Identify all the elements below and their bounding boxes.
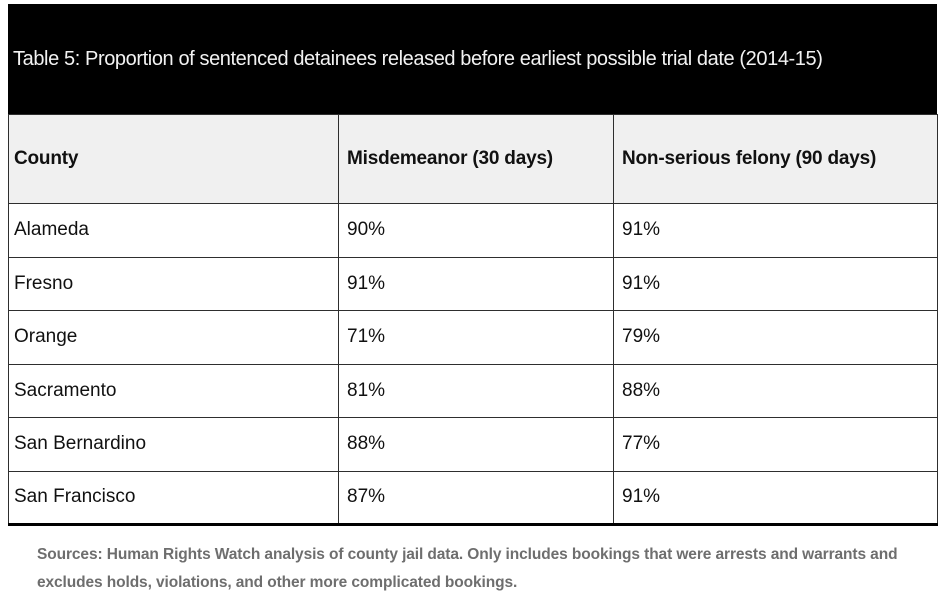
- felony-value: 77%: [613, 417, 938, 472]
- header-misdemeanor: Misdemeanor (30 days): [338, 114, 614, 204]
- felony-value: 88%: [613, 363, 938, 418]
- source-note: Sources: Human Rights Watch analysis of …: [37, 546, 898, 591]
- misdemeanor-value: 90%: [338, 203, 614, 258]
- misdemeanor-value: 81%: [338, 363, 614, 418]
- table-row: San Francisco 87% 91%: [8, 470, 938, 525]
- county-name: Orange: [8, 310, 339, 365]
- felony-value: 91%: [613, 470, 938, 525]
- felony-value: 91%: [613, 256, 938, 311]
- header-felony: Non-serious felony (90 days): [613, 114, 938, 204]
- county-name: Fresno: [8, 256, 339, 311]
- county-name: Sacramento: [8, 363, 339, 418]
- title-band: Table 5: Proportion of sentenced detaine…: [8, 4, 937, 114]
- felony-value: 79%: [613, 310, 938, 365]
- county-name: San Bernardino: [8, 417, 339, 472]
- table-row: Orange 71% 79%: [8, 310, 938, 365]
- table-row: Alameda 90% 91%: [8, 203, 938, 258]
- misdemeanor-value: 71%: [338, 310, 614, 365]
- misdemeanor-value: 88%: [338, 417, 614, 472]
- county-name: San Francisco: [8, 470, 339, 525]
- misdemeanor-value: 91%: [338, 256, 614, 311]
- county-name: Alameda: [8, 203, 339, 258]
- table-row: Sacramento 81% 88%: [8, 363, 938, 418]
- header-county: County: [8, 114, 339, 204]
- misdemeanor-value: 87%: [338, 470, 614, 525]
- table-row: Fresno 91% 91%: [8, 256, 938, 311]
- felony-value: 91%: [613, 203, 938, 258]
- table-title: Table 5: Proportion of sentenced detaine…: [13, 47, 823, 70]
- table-row: San Bernardino 88% 77%: [8, 417, 938, 472]
- data-table: County Misdemeanor (30 days) Non-serious…: [8, 114, 938, 526]
- table-header-row: County Misdemeanor (30 days) Non-serious…: [8, 114, 938, 204]
